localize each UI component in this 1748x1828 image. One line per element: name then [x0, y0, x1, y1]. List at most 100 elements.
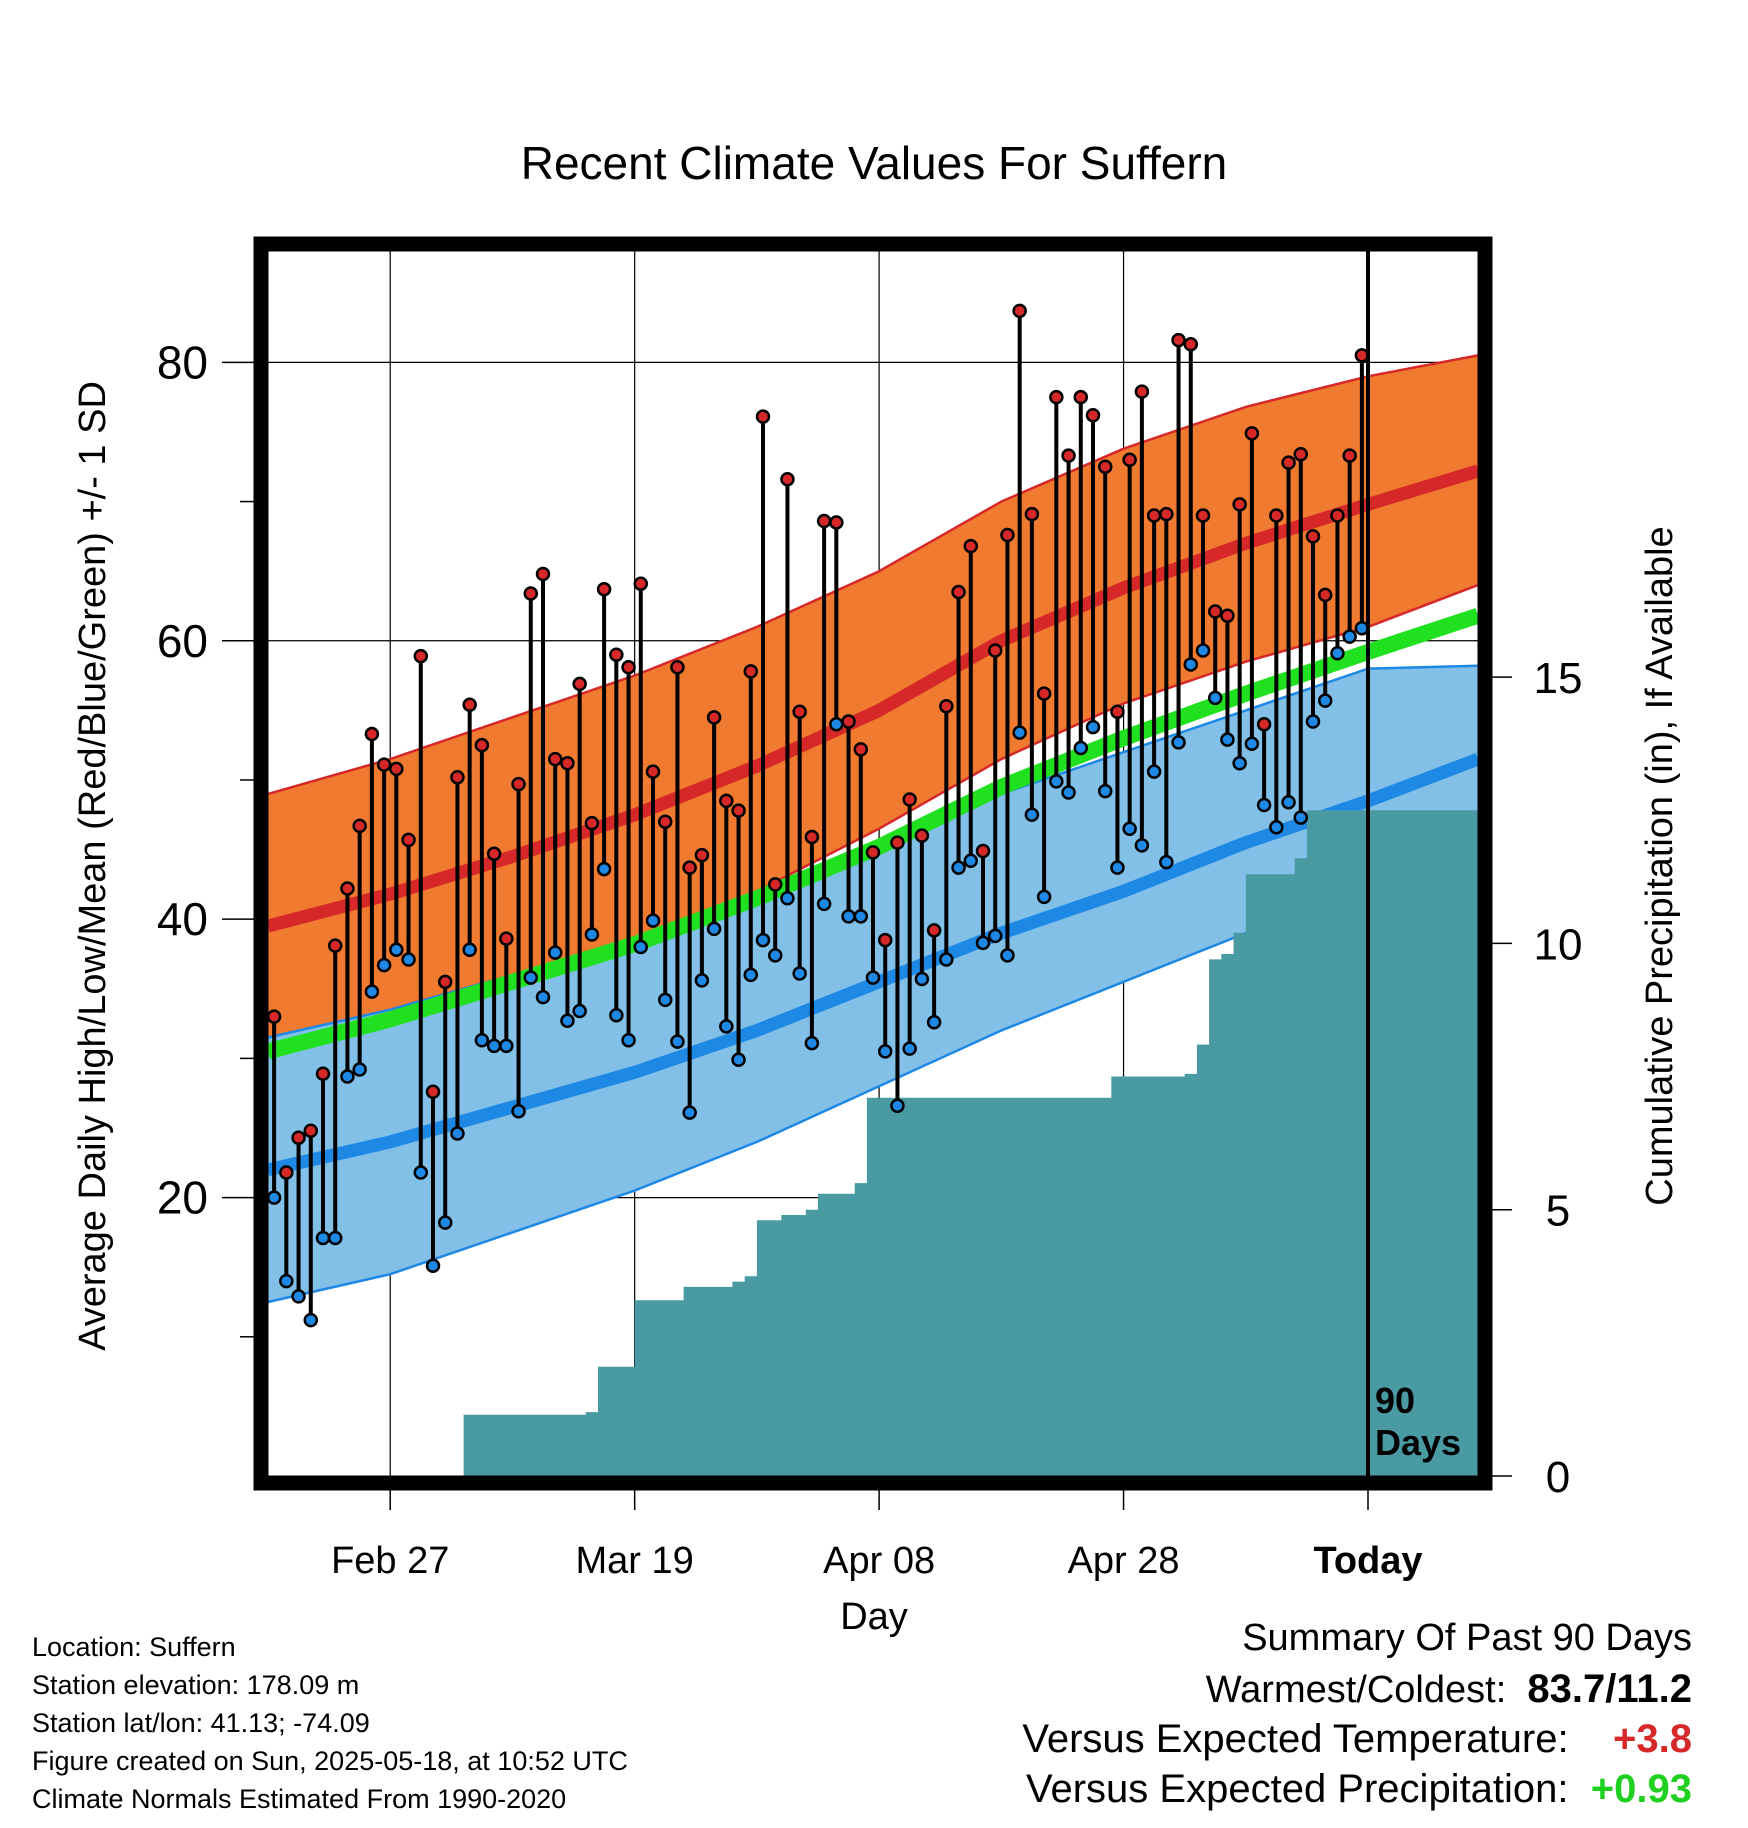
obs-high-point [1134, 384, 1150, 399]
obs-low-point [291, 1289, 306, 1304]
obs-low-point [1085, 719, 1101, 735]
obs-high-point [914, 828, 930, 843]
warm-cold-label: Warmest/Coldest: [1205, 1669, 1507, 1711]
plot-border [253, 236, 1493, 1491]
obs-high-point [755, 409, 771, 424]
obs-low-point [389, 942, 404, 958]
obs-low-point [327, 1230, 343, 1246]
obs-high-point [877, 932, 893, 948]
obs-low-point [547, 945, 563, 960]
obs-high-point [1122, 452, 1137, 468]
obs-low-point [694, 973, 710, 988]
summary-temp: Versus Expected Temperature: +3.8 [1022, 1717, 1692, 1762]
obs-low-point [352, 1062, 367, 1077]
obs-low-point [1183, 657, 1199, 672]
obs-high-point [437, 974, 453, 990]
obs-high-point [657, 814, 673, 829]
obs-low-point [975, 935, 991, 951]
obs-high-point [902, 792, 917, 807]
obs-low-point [877, 1044, 893, 1059]
obs-low-point [1281, 795, 1296, 810]
obs-low-point [1195, 643, 1211, 658]
obs-low-point [1049, 774, 1064, 789]
x-axis-label: Day [840, 1596, 908, 1638]
obs-low-point [939, 952, 954, 967]
obs-low-point [1256, 797, 1272, 813]
today-label-line: 90 [1375, 1380, 1415, 1421]
obs-high-point [364, 726, 380, 742]
obs-low-point [1159, 854, 1174, 870]
obs-high-point [1146, 508, 1162, 523]
obs-high-point [853, 742, 869, 757]
obs-high-point [645, 764, 661, 779]
obs-low-point [1024, 807, 1040, 823]
warm-cold-value: 83.7/11.2 [1527, 1667, 1692, 1711]
obs-low-point [572, 1003, 587, 1019]
obs-low-point [1293, 810, 1309, 825]
x-tick-label: Apr 28 [1068, 1540, 1180, 1582]
obs-high-point [975, 843, 991, 859]
obs-low-point [841, 909, 856, 924]
obs-high-point [315, 1066, 331, 1081]
high-normal-line [266, 464, 1480, 933]
obs-low-point [1305, 714, 1321, 729]
obs-high-point [792, 704, 807, 720]
obs-high-point [279, 1165, 294, 1180]
obs-high-point [425, 1084, 441, 1100]
obs-high-point [621, 659, 636, 675]
obs-high-point [1342, 448, 1357, 463]
obs-low-point [1000, 948, 1015, 963]
obs-low-point [560, 1013, 575, 1029]
y2-axis-label: Cumulative Precipitation (in), If Availa… [1639, 526, 1681, 1205]
obs-low-point [865, 970, 881, 985]
y2-tick-label: 0 [1546, 1453, 1570, 1502]
obs-high-point [1110, 704, 1125, 720]
obs-high-point [499, 931, 514, 946]
obs-high-point [1330, 508, 1345, 523]
obs-low-point [719, 1019, 734, 1034]
obs-high-point [743, 664, 759, 679]
obs-high-point [1232, 497, 1247, 512]
obs-high-point [303, 1123, 319, 1139]
obs-high-point [1171, 332, 1186, 348]
precip-cumulative-area [268, 810, 1478, 1476]
low-normal-line [266, 753, 1481, 1177]
obs-low-point [731, 1052, 746, 1068]
y-tick-label: 20 [157, 1172, 208, 1224]
obs-low-point [902, 1041, 917, 1056]
obs-low-point [1073, 740, 1089, 756]
obs-low-point [816, 896, 832, 912]
plot-frame: 90 Days [253, 236, 1493, 1491]
obs-low-point [963, 853, 979, 868]
obs-high-point [1207, 604, 1223, 619]
obs-low-point [450, 1126, 465, 1141]
obs-high-point [1293, 446, 1309, 462]
obs-low-point [1097, 783, 1113, 799]
x-tick-label: Mar 19 [576, 1540, 694, 1582]
obs-high-point [963, 538, 979, 554]
obs-high-point [462, 697, 477, 713]
x-tick-label: Feb 27 [331, 1540, 449, 1582]
obs-low-point [1134, 838, 1150, 853]
obs-low-point [926, 1014, 942, 1030]
obs-low-point [462, 942, 477, 958]
obs-low-point [743, 967, 759, 983]
obs-high-point [266, 1009, 282, 1024]
obs-high-point [376, 757, 392, 772]
today-label: 90 Days [1375, 1380, 1461, 1463]
obs-low-point [303, 1312, 319, 1328]
obs-low-point [511, 1104, 526, 1119]
obs-high-point [474, 737, 490, 753]
y-tick-label: 40 [157, 893, 208, 945]
obs-high-point [841, 714, 856, 729]
y-tick-label: 60 [157, 615, 208, 667]
obs-low-point [486, 1038, 502, 1054]
obs-low-point [645, 913, 661, 928]
obs-high-point [1183, 337, 1199, 352]
observations [266, 303, 1370, 1328]
x-tick-label-today: Today [1313, 1540, 1422, 1582]
x-tick-label: Apr 08 [823, 1540, 935, 1582]
obs-high-point [719, 793, 734, 809]
summary-warm-cold: Warmest/Coldest: 83.7/11.2 [1206, 1667, 1692, 1712]
obs-high-point [706, 710, 722, 725]
